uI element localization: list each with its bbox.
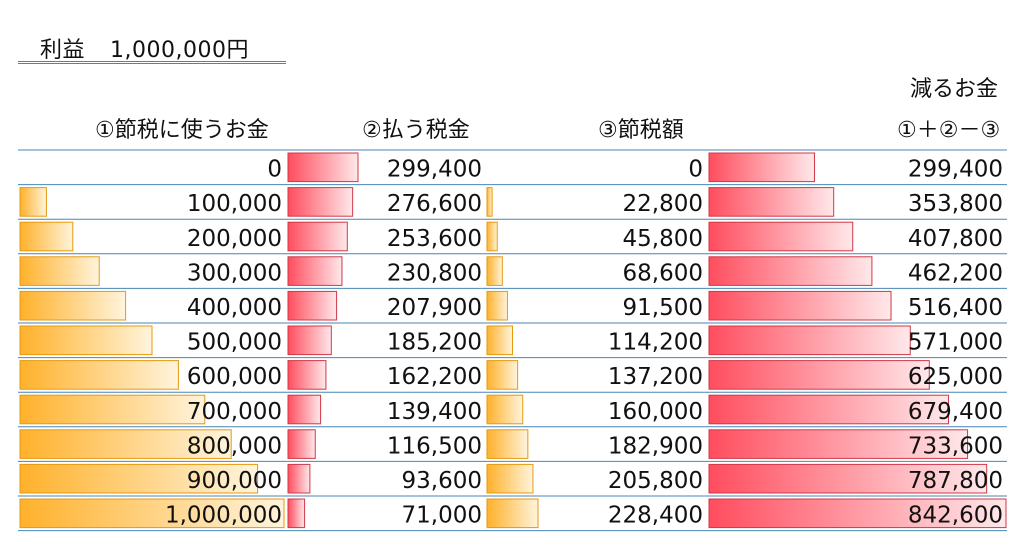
cell-value-spend: 700,000 <box>187 399 282 425</box>
cell-value-net: 625,000 <box>908 364 1003 390</box>
header-tax: ②払う税金 <box>362 118 470 143</box>
cell-value-spend: 400,000 <box>187 295 282 321</box>
data-bar-net <box>708 187 835 217</box>
cell-value-spend: 800,000 <box>187 433 282 459</box>
cell-value-tax: 230,800 <box>387 260 482 286</box>
data-bar-tax <box>287 463 311 494</box>
data-bar-spend <box>19 290 127 321</box>
data-bar-tax <box>287 290 338 321</box>
cell-value-tax: 207,900 <box>387 295 482 321</box>
cell-value-saving: 114,200 <box>608 330 703 356</box>
cell-value-tax: 276,600 <box>387 191 482 217</box>
cell-value-spend: 0 <box>267 157 282 183</box>
data-bar-spend <box>19 429 232 459</box>
data-bar-saving <box>486 256 503 286</box>
cell-value-saving: 45,800 <box>623 226 703 252</box>
cell-value-saving: 205,800 <box>608 468 703 494</box>
cell-value-net: 842,600 <box>908 503 1003 529</box>
header-saving: ③節税額 <box>598 118 684 143</box>
data-bar-net <box>708 394 949 425</box>
cell-value-net: 407,800 <box>908 226 1003 252</box>
cell-value-net: 353,800 <box>908 191 1003 217</box>
data-bar-tax <box>287 429 316 459</box>
cell-value-tax: 93,600 <box>402 468 482 494</box>
data-bar-net <box>708 429 969 459</box>
header-spend: ①節税に使うお金 <box>95 118 269 143</box>
header-net-top: 減るお金 <box>910 77 999 102</box>
cell-value-net: 571,000 <box>908 330 1003 356</box>
cell-value-spend: 300,000 <box>187 260 282 286</box>
data-bar-tax <box>287 256 343 286</box>
cell-value-saving: 68,600 <box>623 260 703 286</box>
data-bar-saving <box>486 325 513 356</box>
data-bar-saving <box>486 221 498 252</box>
data-bar-spend <box>19 187 47 217</box>
profit-value: 1,000,000円 <box>110 38 249 63</box>
cell-value-spend: 500,000 <box>187 330 282 356</box>
cell-value-spend: 600,000 <box>187 364 282 390</box>
data-bar-net <box>708 463 988 494</box>
data-bar-spend <box>19 221 74 252</box>
data-bar-saving <box>486 463 534 494</box>
cell-value-saving: 22,800 <box>623 191 703 217</box>
cell-value-saving: 91,500 <box>623 295 703 321</box>
data-bar-tax <box>287 325 332 356</box>
data-bar-tax <box>287 221 348 252</box>
data-bar-net <box>708 360 930 390</box>
cell-value-tax: 185,200 <box>387 330 482 356</box>
data-bar-tax <box>287 394 322 425</box>
data-bar-spend <box>19 498 285 529</box>
data-bar-saving <box>486 394 524 425</box>
data-bar-spend <box>19 463 259 494</box>
cell-value-spend: 900,000 <box>187 468 282 494</box>
data-bar-tax <box>287 152 359 183</box>
cell-value-tax: 71,000 <box>402 503 482 529</box>
cell-value-net: 679,400 <box>908 399 1003 425</box>
data-bar-saving <box>486 429 529 459</box>
cell-value-saving: 0 <box>688 157 703 183</box>
data-bar-net <box>708 290 892 321</box>
data-bar-tax <box>287 360 327 390</box>
cell-value-net: 462,200 <box>908 260 1003 286</box>
cell-value-spend: 200,000 <box>187 226 282 252</box>
cell-value-saving: 137,200 <box>608 364 703 390</box>
cell-value-spend: 100,000 <box>187 191 282 217</box>
data-bar-tax <box>287 498 306 529</box>
data-bar-net <box>708 221 854 252</box>
cell-value-tax: 116,500 <box>387 433 482 459</box>
cell-value-tax: 139,400 <box>387 399 482 425</box>
data-bar-net <box>708 256 873 286</box>
data-bar-spend <box>19 325 153 356</box>
cell-value-net: 299,400 <box>908 157 1003 183</box>
header-net: ①＋②－③ <box>897 118 1001 143</box>
cell-value-tax: 299,400 <box>387 157 482 183</box>
cell-value-spend: 1,000,000 <box>165 503 282 529</box>
data-bar-saving <box>486 498 539 529</box>
data-bar-net <box>708 325 911 356</box>
cell-value-saving: 182,900 <box>608 433 703 459</box>
data-bar-saving <box>486 360 519 390</box>
cell-value-tax: 253,600 <box>387 226 482 252</box>
cell-value-saving: 228,400 <box>608 503 703 529</box>
cell-value-net: 733,600 <box>908 433 1003 459</box>
data-bar-spend <box>19 394 206 425</box>
data-bar-spend <box>19 256 100 286</box>
cell-value-net: 787,800 <box>908 468 1003 494</box>
page-title: 利益 1,000,000円 <box>18 30 286 64</box>
data-bar-net <box>708 152 816 183</box>
data-bar-saving <box>486 290 508 321</box>
cell-value-net: 516,400 <box>908 295 1003 321</box>
data-bar-net <box>708 498 1007 529</box>
data-bar-spend <box>19 360 179 390</box>
data-bar-saving <box>486 187 493 217</box>
profit-label: 利益 <box>40 38 86 63</box>
cell-value-tax: 162,200 <box>387 364 482 390</box>
data-bar-tax <box>287 187 354 217</box>
cell-value-saving: 160,000 <box>608 399 703 425</box>
